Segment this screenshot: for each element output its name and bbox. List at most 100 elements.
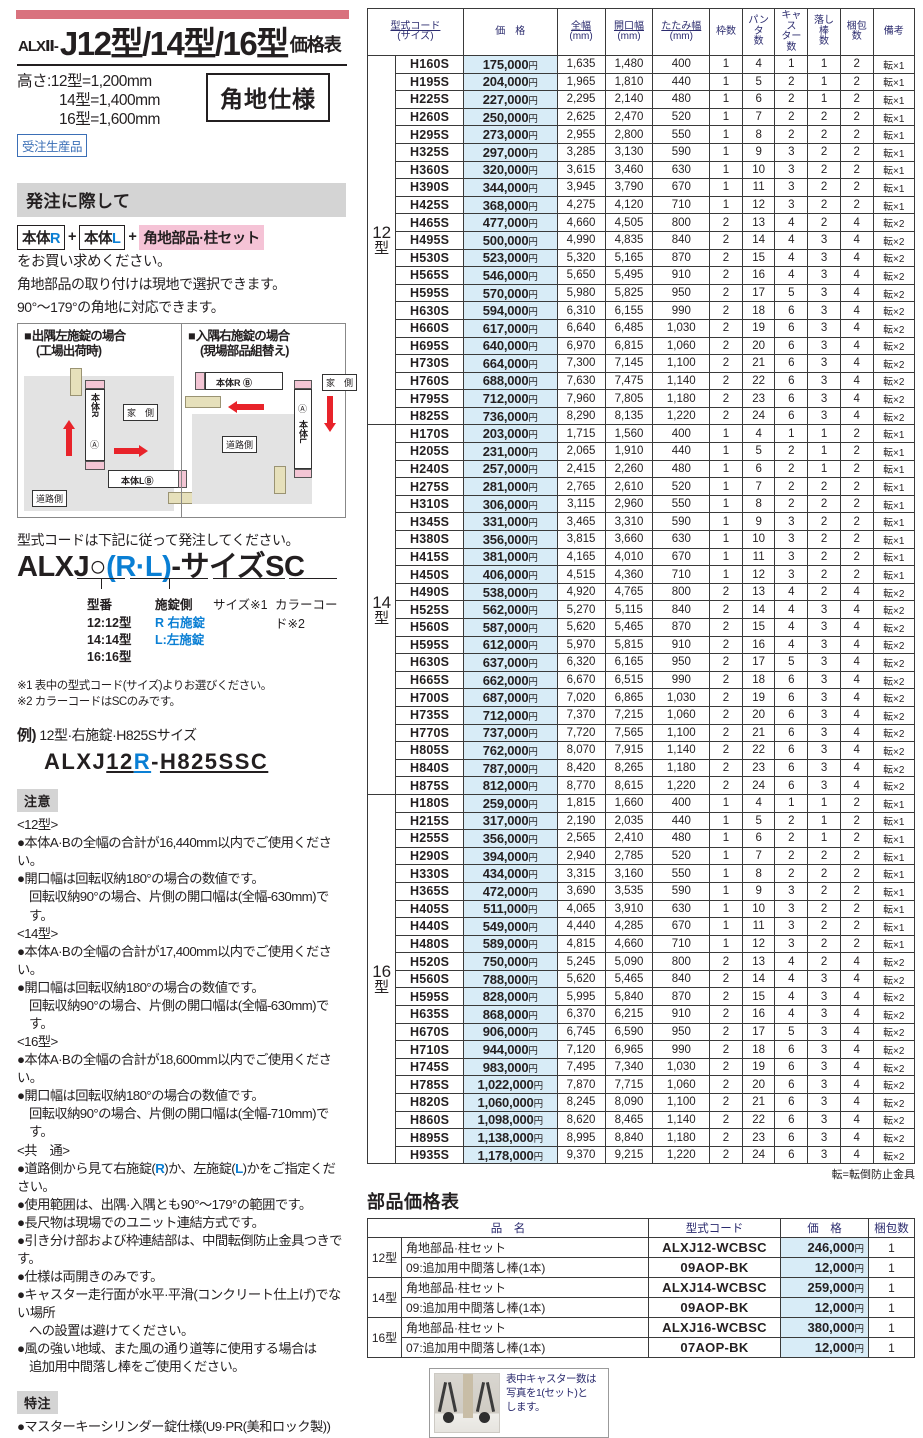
cell-total-width: 7,870 (556, 1075, 606, 1095)
caution-line: ●本体A·Bの全幅の合計が17,400mm以内でご使用ください。 (17, 943, 332, 977)
cell-frame-count: 2 (709, 723, 743, 743)
cell-package-count: 4 (839, 406, 874, 426)
cell-drop-rod-count: 3 (807, 758, 841, 778)
table-row: H745S 983,000円 7,495 7,340 1,030 2 19 6 3 4 転×2 (368, 1057, 916, 1077)
cell-remark: 転×1 (872, 107, 916, 127)
parts-price: 12,000円 (780, 1257, 869, 1279)
cell-price: 434,000円 (462, 864, 558, 883)
cell-price: 562,000円 (462, 600, 558, 619)
price-table: 型式コード (サイズ) 価 格 全幅 (mm) 開口幅 (mm) たたみ幅 (mm) 枠… (366, 8, 916, 1165)
cell-package-count: 2 (839, 530, 874, 549)
special-order-tag: 特注 (17, 1390, 59, 1414)
parts-price: 380,000円 (780, 1317, 869, 1339)
cell-caster-count: 6 (774, 354, 809, 373)
cell-remark: 転×2 (872, 1040, 916, 1059)
cell-caster-count: 6 (774, 1093, 809, 1112)
body-l-bar-right: 本体L Ⓐ (294, 388, 312, 469)
cell-caster-count: 2 (774, 459, 809, 479)
cell-total-width: 2,295 (556, 90, 606, 109)
cell-remark: 転×2 (872, 618, 916, 637)
cell-drop-rod-count: 1 (807, 793, 841, 813)
caution-line: への設置は避けてください。 (29, 1323, 194, 1339)
cell-price: 477,000円 (462, 213, 558, 232)
cell-drop-rod-count: 3 (807, 371, 841, 391)
cell-frame-count: 2 (709, 969, 743, 989)
caution-line: ●開口幅は回転収納180°の場合の数値です。 (17, 871, 265, 887)
cell-price: 306,000円 (462, 494, 558, 514)
installation-diagram: 出隅左施錠の場合 (工場出荷時) 本体R Ⓐ 本体LⒷ (17, 322, 358, 518)
table-footnote: 転=転倒防止金具 (831, 1169, 915, 1182)
cell-caster-count: 3 (774, 547, 809, 567)
cell-frame-count: 1 (709, 90, 743, 109)
cell-panta-count: 20 (741, 1075, 776, 1095)
pink-seg-lb (85, 460, 105, 470)
cell-model-code: H415S (395, 547, 464, 567)
cell-drop-rod-count: 2 (807, 494, 841, 514)
cell-panta-count: 5 (741, 811, 776, 831)
table-row: H660S 617,000円 6,640 6,485 1,030 2 19 6 3 4 転×2 (368, 318, 916, 338)
cell-model-code: H365S (395, 881, 464, 901)
cell-panta-count: 10 (741, 899, 776, 919)
cell-drop-rod-count: 1 (807, 442, 841, 461)
cell-caster-count: 6 (774, 336, 809, 356)
cell-caster-count: 6 (774, 1128, 809, 1147)
cell-model-code: H630S (395, 653, 464, 672)
cell-opening-width: 8,265 (604, 758, 654, 778)
cell-remark: 転×2 (872, 1057, 916, 1077)
cell-package-count: 4 (839, 1145, 874, 1165)
cell-folded-width: 800 (652, 213, 711, 232)
cell-price: 523,000円 (462, 248, 558, 268)
cell-remark: 転×2 (872, 266, 916, 285)
caution-line: ●本体A·Bの全幅の合計が18,600mm以内でご使用ください。 (17, 1052, 332, 1086)
cell-package-count: 2 (839, 512, 874, 532)
cell-total-width: 3,465 (556, 512, 606, 532)
cell-drop-rod-count: 3 (807, 283, 841, 303)
cell-package-count: 4 (839, 248, 874, 268)
cell-opening-width: 6,865 (604, 688, 654, 707)
height-16: 16型=1,600mm (59, 110, 160, 128)
cell-caster-count: 1 (774, 424, 809, 444)
cell-total-width: 7,630 (556, 371, 606, 391)
cell-drop-rod-count: 3 (807, 600, 841, 619)
cell-caster-count: 5 (774, 653, 809, 672)
post-right-mid (185, 395, 221, 408)
cell-model-code: H215S (395, 811, 464, 831)
cell-model-code: H345S (395, 512, 464, 532)
diagram-left-title: 出隅左施錠の場合 (工場出荷時) (24, 329, 175, 360)
table-row: H795S 712,000円 7,960 7,805 1,180 2 23 6 3 4 転×2 (368, 389, 916, 408)
title-main: J12型/14型/16型 (59, 25, 289, 62)
cell-remark: 転×1 (872, 494, 916, 514)
table-row: H860S 1,098,000円 8,620 8,465 1,140 2 22 6 3 4 転×2 (368, 1110, 916, 1130)
cell-opening-width: 1,560 (604, 424, 654, 444)
cell-opening-width: 8,135 (604, 406, 654, 426)
caution-line: 回転収納90°の場合、片側の開口幅は(全幅-630mm)です。 (29, 997, 329, 1031)
body-l-bar: 本体LⒷ (108, 469, 186, 488)
cell-frame-count: 1 (709, 899, 743, 919)
cell-package-count: 2 (839, 793, 874, 813)
cell-remark: 転×1 (872, 811, 916, 831)
cell-remark: 転×2 (872, 952, 916, 971)
diagram-right-canvas: 本体R Ⓑ 本体L Ⓐ 家 側 道路側 (182, 366, 358, 517)
cell-panta-count: 23 (741, 389, 776, 408)
cell-frame-count: 1 (709, 195, 743, 215)
legend-size: サイズ※1 (213, 597, 268, 612)
legend-katahan: 型番 (87, 597, 113, 612)
cell-opening-width: 5,115 (604, 600, 654, 619)
cell-folded-width: 550 (652, 864, 711, 883)
parts-qty: 1 (868, 1317, 915, 1339)
cell-frame-count: 1 (709, 512, 743, 532)
cell-remark: 転×1 (872, 72, 916, 92)
cell-folded-width: 400 (652, 793, 711, 813)
cell-package-count: 2 (839, 934, 874, 954)
cell-price: 356,000円 (462, 829, 558, 848)
post-right-bottom (274, 465, 286, 494)
cell-folded-width: 1,140 (652, 741, 711, 760)
cell-frame-count: 1 (709, 178, 743, 197)
cell-panta-count: 23 (741, 1128, 776, 1147)
cell-remark: 転×1 (872, 934, 916, 954)
accent-bar (16, 10, 349, 19)
cell-folded-width: 1,060 (652, 705, 711, 725)
cell-drop-rod-count: 2 (807, 952, 841, 971)
cell-package-count: 4 (839, 776, 874, 795)
parts-col-qty: 梱包数 (868, 1218, 915, 1239)
